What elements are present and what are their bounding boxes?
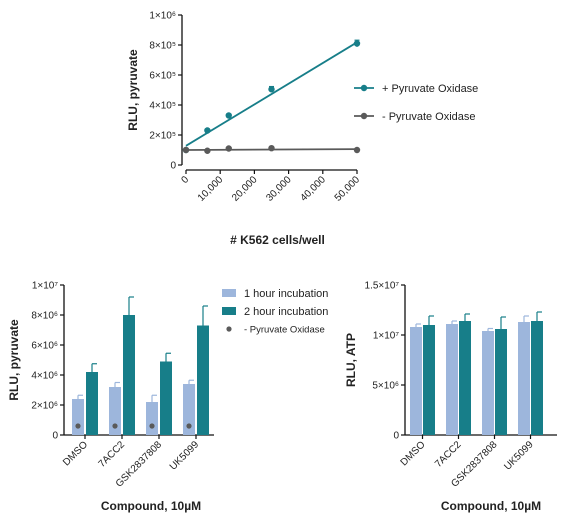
y-tick-label: 1×10⁷ [32, 281, 59, 292]
x-tick-label: 0 [179, 174, 191, 186]
bar [109, 387, 121, 435]
legend-label: - Pyruvate Oxidase [382, 111, 476, 123]
bar [495, 329, 507, 435]
y-tick-label: 1.5×10⁷ [365, 281, 400, 292]
bar [446, 324, 458, 435]
control-dot [112, 423, 118, 429]
bar [482, 331, 494, 435]
x-tick-label: 50,000 [333, 174, 363, 204]
data-point [204, 127, 211, 134]
legend-label: + Pyruvate Oxidase [382, 83, 478, 95]
bar [72, 399, 84, 435]
bar [197, 325, 209, 435]
bar [410, 327, 422, 435]
y-tick-label: 2×10⁵ [149, 131, 176, 142]
data-point [182, 146, 190, 154]
y-tick-label: 1×10⁷ [373, 331, 400, 342]
y-tick-label: 4×10⁶ [31, 371, 58, 382]
x-tick-label: 7ACC2 [97, 439, 128, 470]
data-point [225, 112, 232, 119]
y-tick-label: 5×10⁶ [372, 381, 399, 392]
y-tick-label: 6×10⁶ [31, 341, 58, 352]
bar [423, 325, 435, 435]
data-point [353, 40, 361, 47]
y-tick-label: 1×10⁶ [149, 11, 176, 22]
control-dot [149, 423, 155, 429]
x-axis-label: Compound, 10µM [441, 499, 541, 513]
x-axis-label: # K562 cells/well [230, 233, 325, 247]
legend-swatch [222, 307, 236, 315]
y-axis-label: RLU, pyruvate [126, 49, 140, 131]
legend-marker [360, 112, 368, 120]
x-tick-label: UK5099 [502, 439, 536, 473]
bar [146, 402, 158, 435]
y-tick-label: 0 [52, 431, 58, 442]
legend-label: 2 hour incubation [244, 306, 328, 318]
bar [123, 315, 135, 435]
x-tick-label: UK5099 [168, 439, 202, 473]
chart-rlu-vs-cell-count: 0 2×10⁵ 4×10⁵ 6×10⁵ 8×10⁵ 1×10⁶ 0 10,000 20,000 3… [126, 11, 478, 248]
y-tick-label: 8×10⁵ [149, 41, 176, 52]
legend-marker [360, 84, 368, 92]
fit-line [185, 41, 358, 147]
bar [86, 372, 98, 435]
y-tick-label: 8×10⁶ [31, 311, 58, 322]
legend-label: 1 hour incubation [244, 288, 328, 300]
control-dot [186, 423, 192, 429]
control-dot [75, 423, 81, 429]
y-tick-label: 6×10⁵ [149, 71, 176, 82]
y-tick-label: 2×10⁶ [31, 401, 58, 412]
y-tick-label: 0 [393, 431, 399, 442]
x-tick-label: DMSO [399, 439, 428, 468]
legend-swatch [222, 289, 236, 297]
data-point [268, 86, 275, 93]
x-tick-label: DMSO [61, 439, 90, 468]
data-point [268, 145, 275, 152]
bar [183, 384, 195, 435]
bar [160, 361, 172, 435]
bar [518, 322, 530, 435]
x-tick-label: 10,000 [196, 174, 226, 204]
x-tick-label: 7ACC2 [433, 439, 464, 470]
data-point [225, 145, 232, 152]
x-tick-label: 40,000 [299, 174, 329, 204]
x-axis-label: Compound, 10µM [101, 499, 201, 513]
y-tick-label: 0 [170, 161, 176, 172]
y-tick-label: 4×10⁵ [149, 101, 176, 112]
data-point [353, 146, 361, 154]
legend-marker [226, 326, 232, 332]
x-tick-label: 30,000 [264, 174, 294, 204]
legend-label: - Pyruvate Oxidase [244, 325, 325, 336]
data-point [204, 147, 211, 154]
bar [459, 321, 471, 435]
y-axis-label: RLU, pyruvate [7, 319, 21, 401]
y-axis-label: RLU, ATP [344, 333, 358, 387]
bar [531, 321, 543, 435]
x-tick-label: 20,000 [230, 174, 260, 204]
